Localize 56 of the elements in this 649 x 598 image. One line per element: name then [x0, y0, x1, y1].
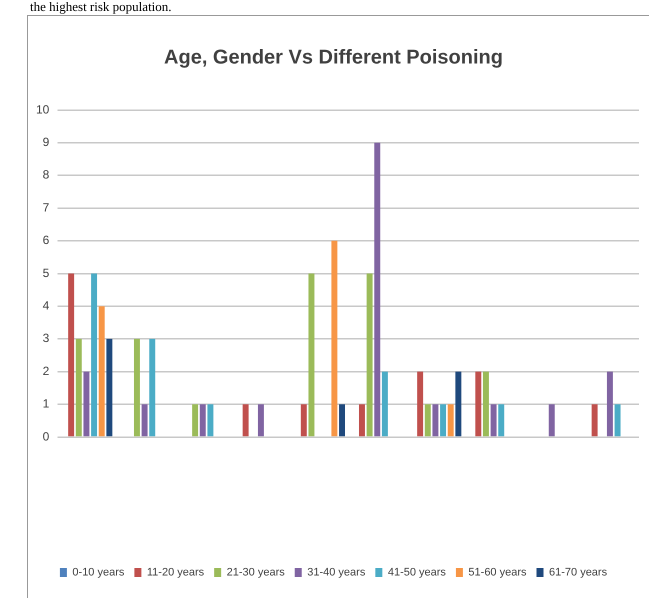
bar [614, 404, 621, 436]
bar [134, 338, 140, 436]
y-tick-label: 9 [42, 135, 50, 150]
legend-label: 31-40 years [307, 566, 366, 579]
bar [207, 404, 214, 436]
bar [300, 404, 307, 436]
bar [374, 142, 380, 436]
bar [200, 404, 206, 436]
bar [149, 338, 156, 436]
bar [606, 372, 613, 436]
bar [498, 404, 504, 436]
y-tick-label: 0 [42, 429, 50, 444]
bar [98, 306, 105, 436]
y-tick-label: 4 [42, 298, 50, 313]
bar [106, 338, 112, 436]
bar [192, 404, 198, 436]
bar [91, 274, 98, 436]
bar [417, 372, 424, 436]
bar [490, 404, 497, 436]
y-tick-label: 2 [42, 364, 50, 378]
bar [339, 404, 346, 436]
bar [440, 404, 446, 436]
bar [242, 404, 249, 436]
legend-label: 11-20 years [146, 566, 205, 579]
bar [592, 404, 598, 436]
y-tick-label: 10 [36, 102, 50, 116]
bar [382, 372, 388, 436]
bar [424, 404, 431, 436]
bar [548, 404, 555, 436]
bar [358, 404, 365, 436]
y-tick-label: 7 [42, 200, 50, 214]
bar [142, 404, 148, 436]
bar [76, 338, 82, 436]
bar [455, 372, 462, 436]
y-tick-label: 1 [42, 396, 50, 411]
chart-title: Age, Gender Vs Different Poisoning [164, 46, 503, 69]
bar [448, 404, 454, 436]
bar [331, 240, 338, 436]
bar [475, 372, 482, 436]
bar [366, 274, 373, 436]
y-tick-label: 5 [42, 266, 50, 280]
legend-label: 41-50 years [388, 566, 446, 579]
bar [308, 274, 314, 436]
text: the highest risk population. [30, 0, 172, 14]
y-tick-label: 8 [42, 168, 50, 182]
bar [432, 404, 438, 436]
bar [68, 274, 74, 436]
bar [258, 404, 264, 436]
y-tick-label: 3 [42, 331, 50, 346]
y-tick-label: 6 [42, 233, 50, 248]
bar [482, 372, 489, 436]
legend-label: 51-60 years [468, 566, 528, 579]
legend-label: 21-30 years [226, 566, 286, 579]
legend-label: 61-70 years [549, 566, 608, 579]
bar [83, 372, 90, 436]
legend-label: 0-10 years [72, 566, 125, 579]
